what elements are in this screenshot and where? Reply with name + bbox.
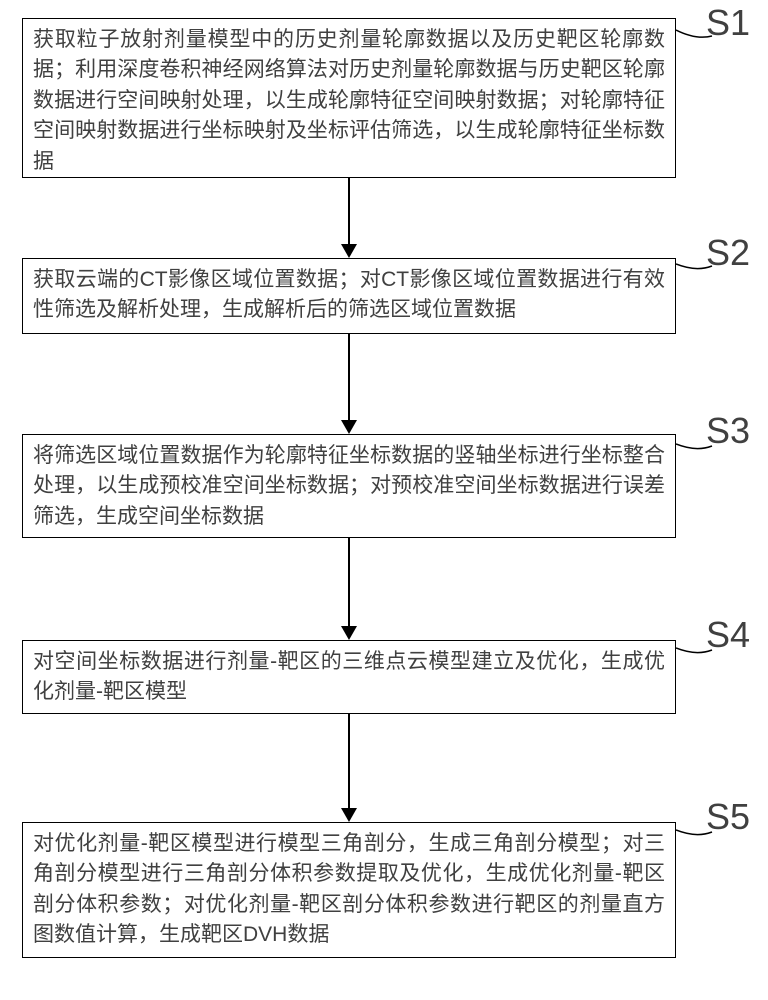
step-label-s3: S3	[706, 410, 750, 452]
step-text-s4: 对空间坐标数据进行剂量-靶区的三维点云模型建立及优化，生成优化剂量-靶区模型	[33, 650, 665, 703]
step-text-s5: 对优化剂量-靶区模型进行模型三角剖分，生成三角剖分模型；对三角剖分模型进行三角剖…	[33, 832, 665, 946]
step-box-s3: 将筛选区域位置数据作为轮廓特征坐标数据的竖轴坐标进行坐标整合处理，以生成预校准空…	[22, 434, 676, 538]
step-label-s1: S1	[706, 2, 750, 44]
step-box-s1: 获取粒子放射剂量模型中的历史剂量轮廓数据以及历史靶区轮廓数据；利用深度卷积神经网…	[22, 18, 676, 178]
arrow-s3-s4	[341, 538, 357, 640]
step-text-s2: 获取云端的CT影像区域位置数据；对CT影像区域位置数据进行有效性筛选及解析处理，…	[33, 268, 665, 321]
step-label-s2: S2	[706, 232, 750, 274]
arrow-s1-s2	[341, 178, 357, 258]
step-text-s3: 将筛选区域位置数据作为轮廓特征坐标数据的竖轴坐标进行坐标整合处理，以生成预校准空…	[33, 444, 665, 528]
arrow-s2-s3	[341, 334, 357, 434]
arrow-s4-s5	[341, 714, 357, 822]
step-label-s4: S4	[706, 614, 750, 656]
step-box-s5: 对优化剂量-靶区模型进行模型三角剖分，生成三角剖分模型；对三角剖分模型进行三角剖…	[22, 822, 676, 958]
step-label-s5: S5	[706, 796, 750, 838]
flowchart-canvas: 获取粒子放射剂量模型中的历史剂量轮廓数据以及历史靶区轮廓数据；利用深度卷积神经网…	[0, 0, 768, 1000]
step-text-s1: 获取粒子放射剂量模型中的历史剂量轮廓数据以及历史靶区轮廓数据；利用深度卷积神经网…	[33, 28, 665, 173]
step-box-s2: 获取云端的CT影像区域位置数据；对CT影像区域位置数据进行有效性筛选及解析处理，…	[22, 258, 676, 334]
step-box-s4: 对空间坐标数据进行剂量-靶区的三维点云模型建立及优化，生成优化剂量-靶区模型	[22, 640, 676, 714]
